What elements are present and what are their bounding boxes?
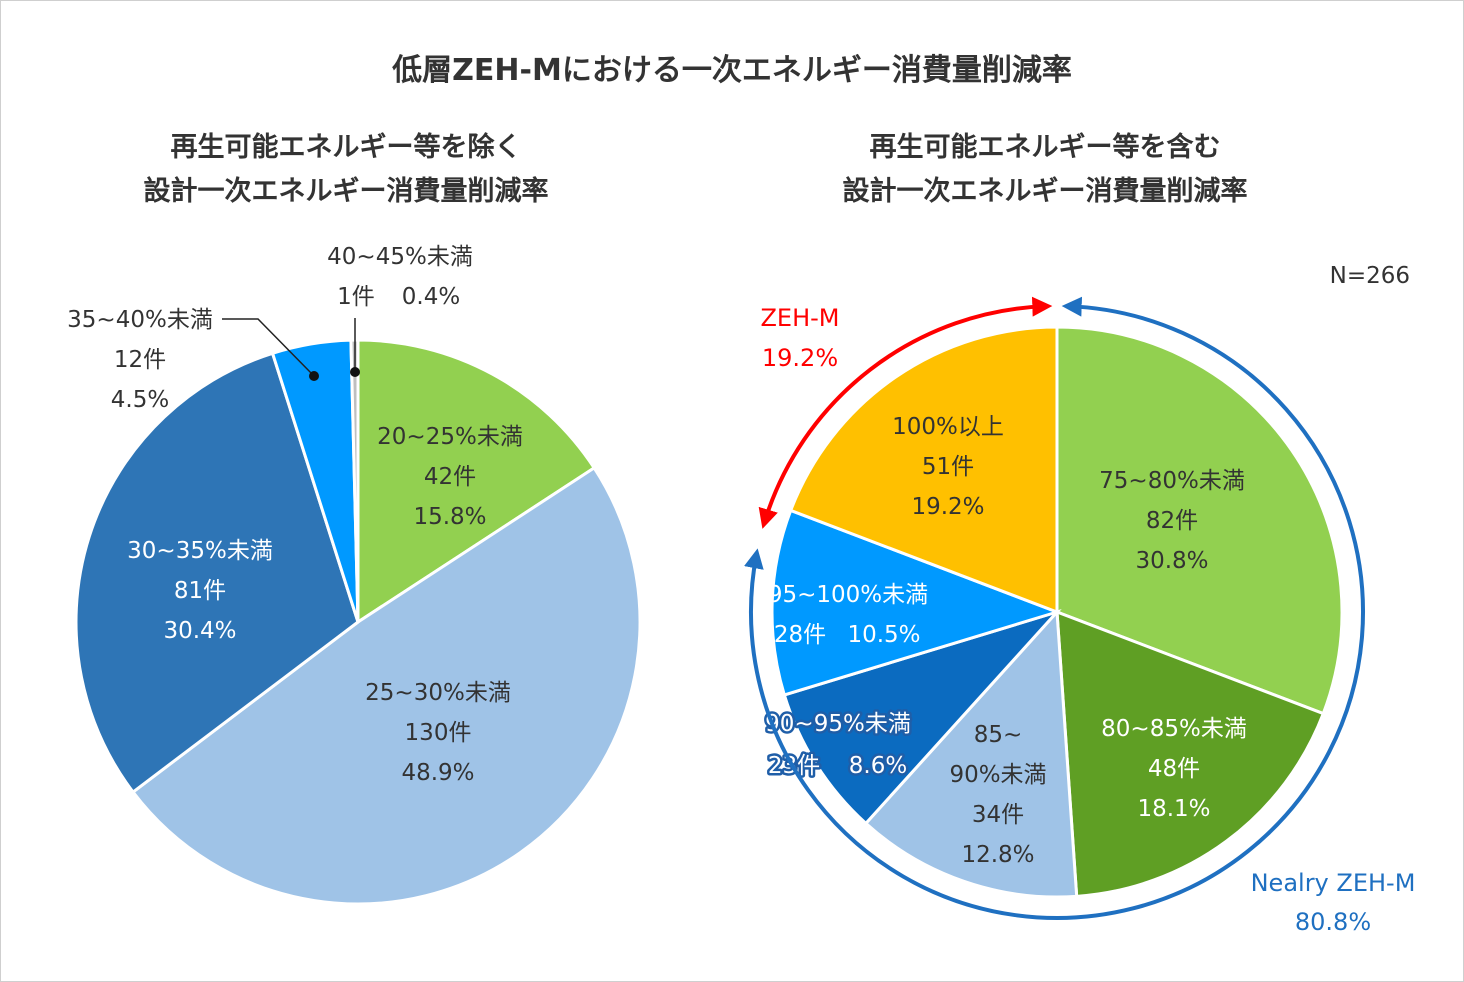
sample-size-note: N=266 bbox=[1330, 263, 1410, 289]
slice-label: 40~45%未満 bbox=[327, 244, 473, 270]
slice-count: 28件 bbox=[774, 622, 826, 648]
left-label-35-40: 35~40%未満 12件 4.5% bbox=[67, 307, 319, 413]
pie-slice-1 bbox=[356, 338, 597, 625]
left-pie bbox=[74, 338, 642, 906]
left-label-30-35: 30~35%未満 81件 30.4% bbox=[127, 538, 273, 644]
pie-slice-2 bbox=[130, 465, 642, 906]
nearly-zeh-m-arc-arrow bbox=[744, 296, 1365, 920]
slice-percent: 48.9% bbox=[401, 760, 474, 786]
slice-percent: 0.4% bbox=[402, 284, 460, 310]
slice-count: 51件 bbox=[922, 454, 974, 480]
slice-percent: 4.5% bbox=[111, 387, 169, 413]
slice-count: 42件 bbox=[424, 464, 476, 490]
slice-label: 100%以上 bbox=[892, 414, 1004, 440]
slice-percent: 19.2% bbox=[911, 494, 984, 520]
slice-count: 23件 bbox=[768, 753, 820, 779]
slice-label: 25~30%未満 bbox=[365, 680, 511, 706]
pie-slice-2 bbox=[1055, 609, 1326, 898]
slice-percent: 12.8% bbox=[961, 842, 1034, 868]
right-label-85-90: 85~ 90%未満 34件 12.8% bbox=[949, 722, 1046, 868]
slice-percent: 30.4% bbox=[163, 618, 236, 644]
pie-slice-1 bbox=[1055, 325, 1344, 716]
right-pie bbox=[770, 325, 1344, 899]
leader-line-35-40 bbox=[222, 318, 315, 377]
leader-dot-40-45 bbox=[350, 367, 360, 377]
nearly-zeh-m-value: 80.8% bbox=[1295, 908, 1371, 936]
left-label-20-25: 20~25%未満 42件 15.8% bbox=[377, 424, 523, 530]
slice-label-line-2: 90%未満 bbox=[949, 762, 1046, 788]
slice-percent: 18.1% bbox=[1137, 796, 1210, 822]
right-subtitle-line-1: 再生可能エネルギー等を含む bbox=[870, 131, 1221, 163]
left-label-25-30: 25~30%未満 130件 48.9% bbox=[365, 680, 511, 786]
right-subtitle-line-2: 設計一次エネルギー消費量削減率 bbox=[843, 175, 1248, 207]
slice-label: 90~95%未満 bbox=[765, 711, 911, 737]
slice-percent: 30.8% bbox=[1135, 548, 1208, 574]
slice-label: 75~80%未満 bbox=[1099, 468, 1245, 494]
slice-count: 12件 bbox=[114, 347, 166, 373]
right-label-75-80: 75~80%未満 82件 30.8% bbox=[1099, 468, 1245, 574]
left-label-40-45: 40~45%未満 1件 0.4% bbox=[327, 244, 473, 377]
right-label-95-100: 95~100%未満 28件 10.5% bbox=[768, 582, 928, 648]
slice-count: 48件 bbox=[1148, 756, 1200, 782]
slice-count: 81件 bbox=[174, 578, 226, 604]
slice-label-line-1: 85~ bbox=[974, 722, 1023, 748]
slice-percent: 10.5% bbox=[847, 622, 920, 648]
slice-count: 82件 bbox=[1146, 508, 1198, 534]
slice-count: 1件 bbox=[337, 284, 375, 310]
pie-slice-4 bbox=[782, 608, 1062, 826]
leader-dot-35-40 bbox=[309, 371, 319, 381]
slice-percent: 8.6% bbox=[849, 753, 907, 779]
slice-label: 35~40%未満 bbox=[67, 307, 213, 333]
slice-label: 80~85%未満 bbox=[1101, 716, 1247, 742]
zeh-m-label: ZEH-M bbox=[760, 304, 839, 332]
slice-label: 30~35%未満 bbox=[127, 538, 273, 564]
nearly-zeh-m-label: Nealry ZEH-M bbox=[1251, 869, 1416, 897]
slice-percent: 15.8% bbox=[413, 504, 486, 530]
chart-title: 低層ZEH-Mにおける一次エネルギー消費量削減率 bbox=[391, 53, 1072, 88]
right-label-90-95: 90~95%未満 23件 8.6% bbox=[763, 709, 914, 782]
right-label-80-85: 80~85%未満 48件 18.1% bbox=[1101, 716, 1247, 822]
zeh-m-value: 19.2% bbox=[762, 344, 838, 372]
slice-label: 95~100%未満 bbox=[768, 582, 928, 608]
slice-count: 130件 bbox=[405, 720, 472, 746]
slice-count: 34件 bbox=[972, 802, 1024, 828]
slice-label: 20~25%未満 bbox=[377, 424, 523, 450]
left-subtitle-line-2: 設計一次エネルギー消費量削減率 bbox=[144, 175, 549, 207]
pie-slice-3 bbox=[74, 351, 360, 795]
left-subtitle-line-1: 再生可能エネルギー等を除く bbox=[171, 131, 522, 163]
pie-slice-3 bbox=[863, 608, 1079, 899]
